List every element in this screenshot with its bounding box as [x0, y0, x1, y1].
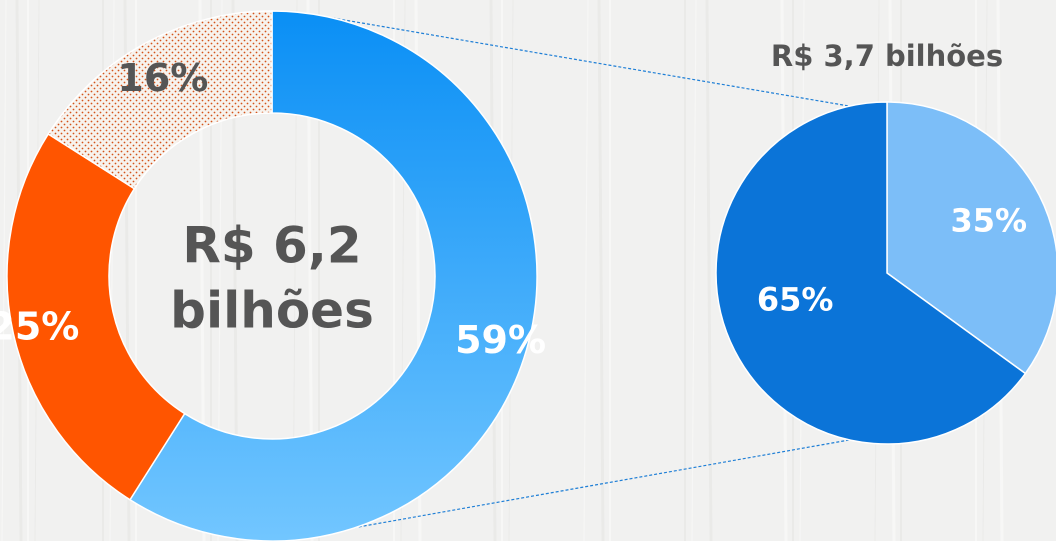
donut-label-25: 25%: [0, 305, 79, 349]
connector-line-top: [332, 17, 850, 107]
background-streak: [1, 0, 7, 541]
donut-center-unit: bilhões: [170, 282, 374, 340]
background-streak: [583, 0, 589, 541]
donut-slice-16: [47, 10, 273, 190]
pie-title: R$ 3,7 bilhões: [771, 39, 1003, 73]
connector-line-bottom: [279, 439, 850, 541]
pie-chart: [715, 101, 1056, 445]
pie-label-65: 65%: [757, 281, 834, 319]
chart-labels: 59% 25% 16% R$ 6,2 bilhões 35% 65% R$ 3,7 bilhõ…: [0, 39, 1027, 362]
background-streak: [691, 0, 697, 541]
background-streak: [597, 0, 605, 541]
donut-label-16: 16%: [117, 56, 208, 100]
background-streak: [705, 0, 713, 541]
pie-slice-35: [886, 101, 1056, 375]
donut-label-59: 59%: [455, 318, 546, 362]
pie-slice-65: [715, 101, 1027, 445]
donut-center-value: R$ 6,2: [182, 217, 361, 275]
donut-chart: [6, 10, 538, 541]
donut-slice-25: [6, 132, 186, 501]
pie-label-35: 35%: [951, 201, 1028, 239]
donut-slice-59: [128, 10, 538, 541]
connector-lines: [279, 17, 850, 541]
